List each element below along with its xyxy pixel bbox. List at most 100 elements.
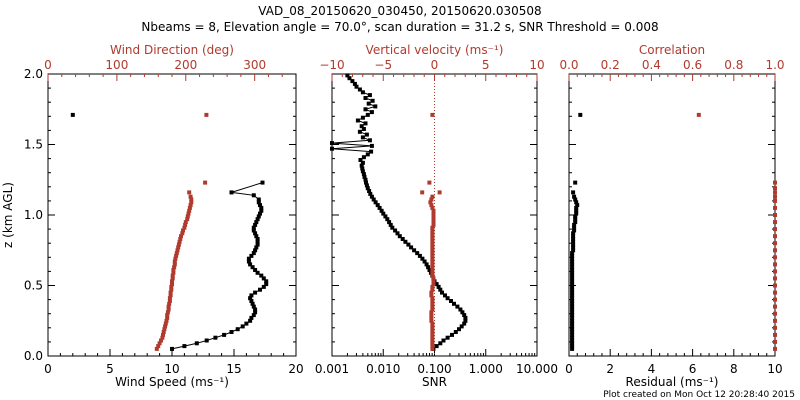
data-point bbox=[258, 211, 262, 216]
data-point bbox=[189, 200, 194, 205]
data-point bbox=[172, 265, 177, 270]
data-point bbox=[427, 268, 432, 272]
data-point bbox=[431, 282, 436, 287]
data-point bbox=[573, 180, 578, 185]
data-point bbox=[161, 330, 166, 334]
data-point bbox=[773, 346, 777, 351]
data-point bbox=[571, 231, 576, 236]
bottom-tick-label: 10 bbox=[164, 362, 179, 376]
data-point bbox=[254, 234, 259, 239]
data-point bbox=[188, 194, 193, 199]
data-point bbox=[357, 87, 362, 92]
data-point bbox=[773, 198, 777, 203]
data-point bbox=[572, 194, 577, 199]
data-point bbox=[167, 299, 172, 303]
data-point bbox=[229, 190, 234, 195]
data-point bbox=[570, 330, 575, 334]
data-point bbox=[570, 341, 575, 346]
data-point bbox=[213, 335, 218, 340]
data-point bbox=[172, 262, 177, 267]
data-point bbox=[570, 296, 575, 301]
data-point bbox=[453, 330, 458, 334]
data-point bbox=[383, 214, 388, 219]
data-point bbox=[430, 301, 435, 306]
data-point bbox=[430, 332, 435, 337]
data-point bbox=[445, 335, 450, 340]
data-point bbox=[367, 138, 372, 143]
data-point bbox=[431, 211, 436, 216]
data-point bbox=[773, 220, 777, 225]
data-point bbox=[430, 307, 435, 312]
data-point bbox=[168, 290, 173, 295]
data-point bbox=[430, 262, 435, 267]
data-point bbox=[571, 234, 576, 239]
data-point bbox=[185, 217, 190, 222]
data-point bbox=[259, 273, 264, 278]
data-point bbox=[264, 279, 269, 284]
data-point bbox=[367, 189, 372, 193]
data-point bbox=[450, 332, 454, 337]
data-point bbox=[574, 200, 579, 205]
y-tick-label: 2.0 bbox=[24, 67, 43, 81]
data-point bbox=[460, 310, 465, 315]
data-point bbox=[251, 313, 256, 318]
data-point bbox=[773, 269, 777, 274]
data-point bbox=[773, 241, 777, 246]
data-point bbox=[430, 205, 435, 210]
data-point bbox=[364, 132, 369, 137]
data-point bbox=[570, 332, 575, 337]
data-point bbox=[409, 245, 414, 250]
data-point bbox=[170, 282, 174, 287]
data-point bbox=[170, 346, 174, 351]
data-point bbox=[183, 222, 188, 227]
data-point bbox=[360, 115, 365, 120]
bottom-tick-label: 0.010 bbox=[366, 362, 400, 376]
data-point bbox=[360, 135, 365, 140]
data-point bbox=[452, 301, 456, 306]
data-point bbox=[429, 203, 434, 208]
data-point bbox=[390, 225, 395, 230]
data-point bbox=[169, 284, 174, 289]
data-point bbox=[415, 251, 420, 256]
data-point bbox=[430, 253, 435, 258]
data-point bbox=[412, 248, 417, 253]
data-point bbox=[459, 324, 464, 329]
data-point bbox=[573, 217, 578, 222]
data-point bbox=[430, 268, 435, 272]
data-point bbox=[167, 296, 172, 301]
data-point bbox=[570, 276, 575, 281]
data-point bbox=[571, 237, 576, 241]
data-point bbox=[373, 104, 378, 109]
top-axis-label: Wind Direction (deg) bbox=[110, 43, 234, 57]
data-point bbox=[166, 307, 171, 312]
bottom-tick-label: 8 bbox=[730, 362, 738, 376]
data-point bbox=[253, 307, 258, 312]
data-point bbox=[251, 193, 256, 198]
data-point bbox=[428, 200, 433, 205]
data-point bbox=[426, 265, 431, 270]
data-point bbox=[165, 310, 170, 315]
bottom-tick-label: 1.000 bbox=[469, 362, 503, 376]
data-point bbox=[570, 327, 575, 332]
data-point bbox=[773, 304, 777, 309]
data-point bbox=[430, 228, 435, 233]
figure-title-line-1: VAD_08_20150620_030450, 20150620.030508 bbox=[258, 4, 541, 18]
data-point bbox=[431, 222, 436, 227]
data-point bbox=[249, 299, 254, 303]
data-point bbox=[180, 231, 185, 236]
top-tick-label: 100 bbox=[105, 58, 128, 72]
panel-2: 0.001 0.010 0.100 1.000 10.000 SNR −10 −5 0 5 10 Ve… bbox=[315, 43, 558, 389]
data-point bbox=[570, 265, 575, 270]
data-point bbox=[365, 112, 370, 117]
data-point bbox=[570, 338, 575, 343]
data-point bbox=[462, 313, 467, 318]
data-point bbox=[571, 242, 576, 247]
data-point bbox=[229, 330, 234, 334]
plot-frame bbox=[568, 73, 776, 357]
data-point bbox=[258, 203, 262, 208]
data-point bbox=[436, 284, 441, 289]
data-point bbox=[430, 225, 435, 230]
data-point bbox=[430, 273, 435, 278]
data-point bbox=[430, 270, 435, 275]
data-point bbox=[360, 169, 365, 174]
